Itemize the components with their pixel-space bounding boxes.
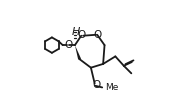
Text: O: O [93, 30, 101, 40]
Text: O: O [64, 40, 72, 50]
Text: O: O [92, 80, 100, 90]
Text: H: H [71, 27, 80, 37]
Text: O: O [77, 30, 86, 40]
Polygon shape [75, 45, 81, 60]
Text: Me: Me [105, 83, 118, 92]
